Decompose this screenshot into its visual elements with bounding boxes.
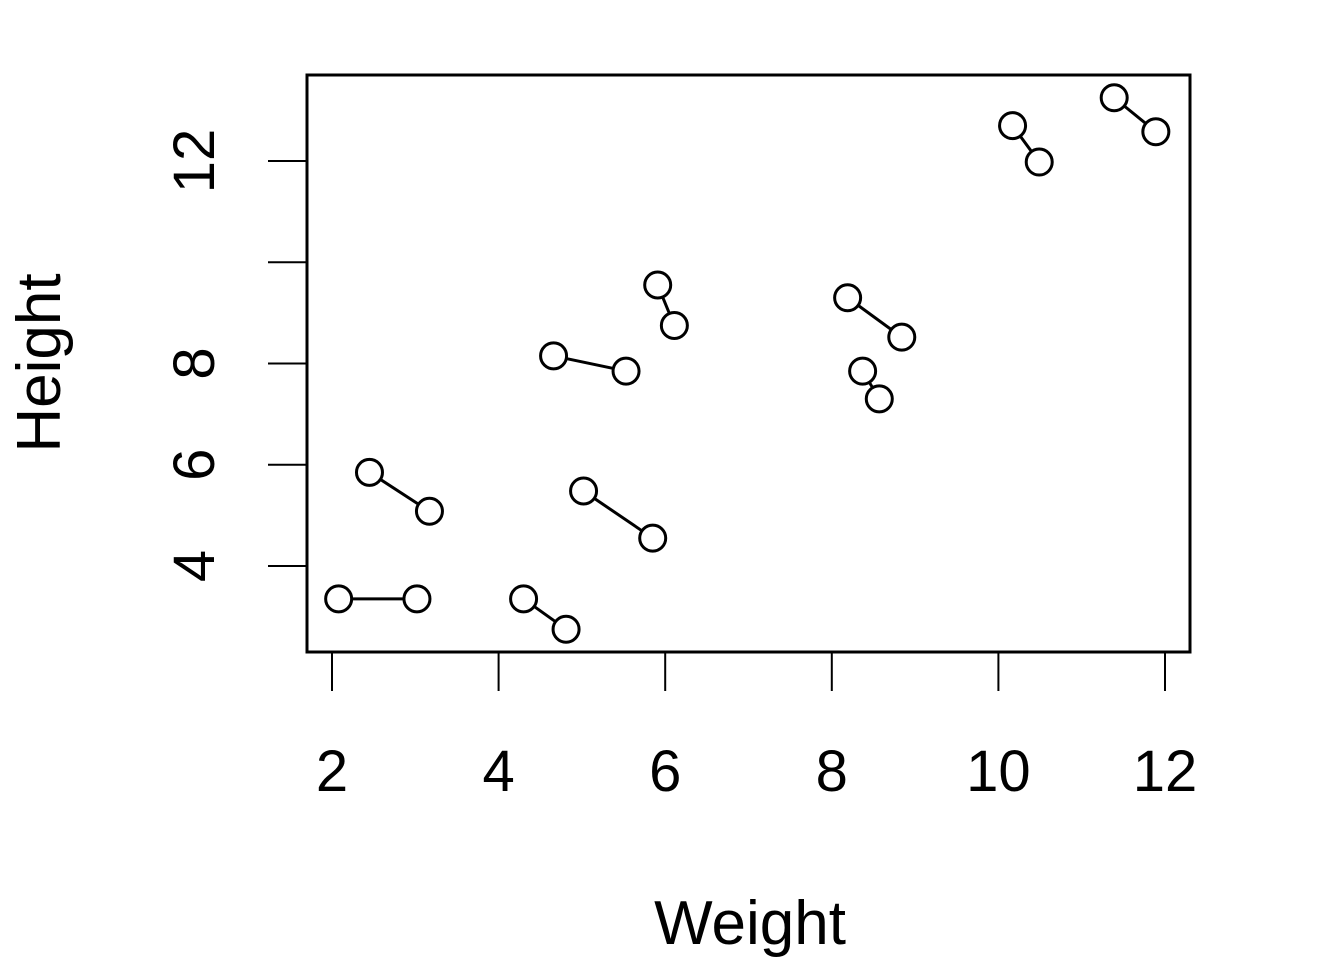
y-tick-label: 4 <box>162 550 227 582</box>
y-tick-label: 8 <box>162 347 227 379</box>
data-point <box>864 384 894 414</box>
connector-segment <box>593 497 643 533</box>
connector-segment <box>857 304 893 331</box>
y-tick-label: 12 <box>162 129 227 194</box>
data-point <box>402 584 432 614</box>
data-point <box>569 476 599 506</box>
connector-segment <box>1019 135 1033 153</box>
points-layer <box>324 83 1171 644</box>
data-point <box>643 270 673 300</box>
connector-segment <box>533 605 557 623</box>
data-point <box>611 356 641 386</box>
data-point <box>887 322 917 352</box>
data-point <box>1141 117 1171 147</box>
connector-segment <box>1123 104 1147 125</box>
x-tick-label: 12 <box>1133 739 1198 804</box>
y-tick-label: 6 <box>162 449 227 481</box>
connector-segment <box>661 296 671 315</box>
data-point <box>638 523 668 553</box>
data-point <box>354 457 384 487</box>
connector-segment <box>379 478 420 506</box>
data-point <box>509 584 539 614</box>
x-tick-label: 2 <box>316 739 348 804</box>
data-point <box>1099 83 1129 113</box>
data-point <box>539 341 569 371</box>
data-point <box>848 356 878 386</box>
x-axis-title: Weight <box>654 889 846 958</box>
connector-segment <box>565 357 614 370</box>
x-tick-label: 6 <box>649 739 681 804</box>
data-point <box>414 496 444 526</box>
x-tick-label: 4 <box>482 739 514 804</box>
plot-frame <box>305 73 1192 654</box>
data-point <box>324 584 354 614</box>
data-point <box>833 283 863 313</box>
ticks-layer: 2 4 6 8 10 12 4 6 8 12 <box>162 129 1197 804</box>
y-axis-title: Height <box>5 273 74 452</box>
segments-layer <box>351 104 1147 623</box>
data-point <box>551 614 581 644</box>
x-tick-label: 10 <box>966 739 1031 804</box>
data-point <box>998 111 1028 141</box>
x-tick-label: 8 <box>816 739 848 804</box>
data-point <box>1024 147 1054 177</box>
data-point <box>659 311 689 341</box>
